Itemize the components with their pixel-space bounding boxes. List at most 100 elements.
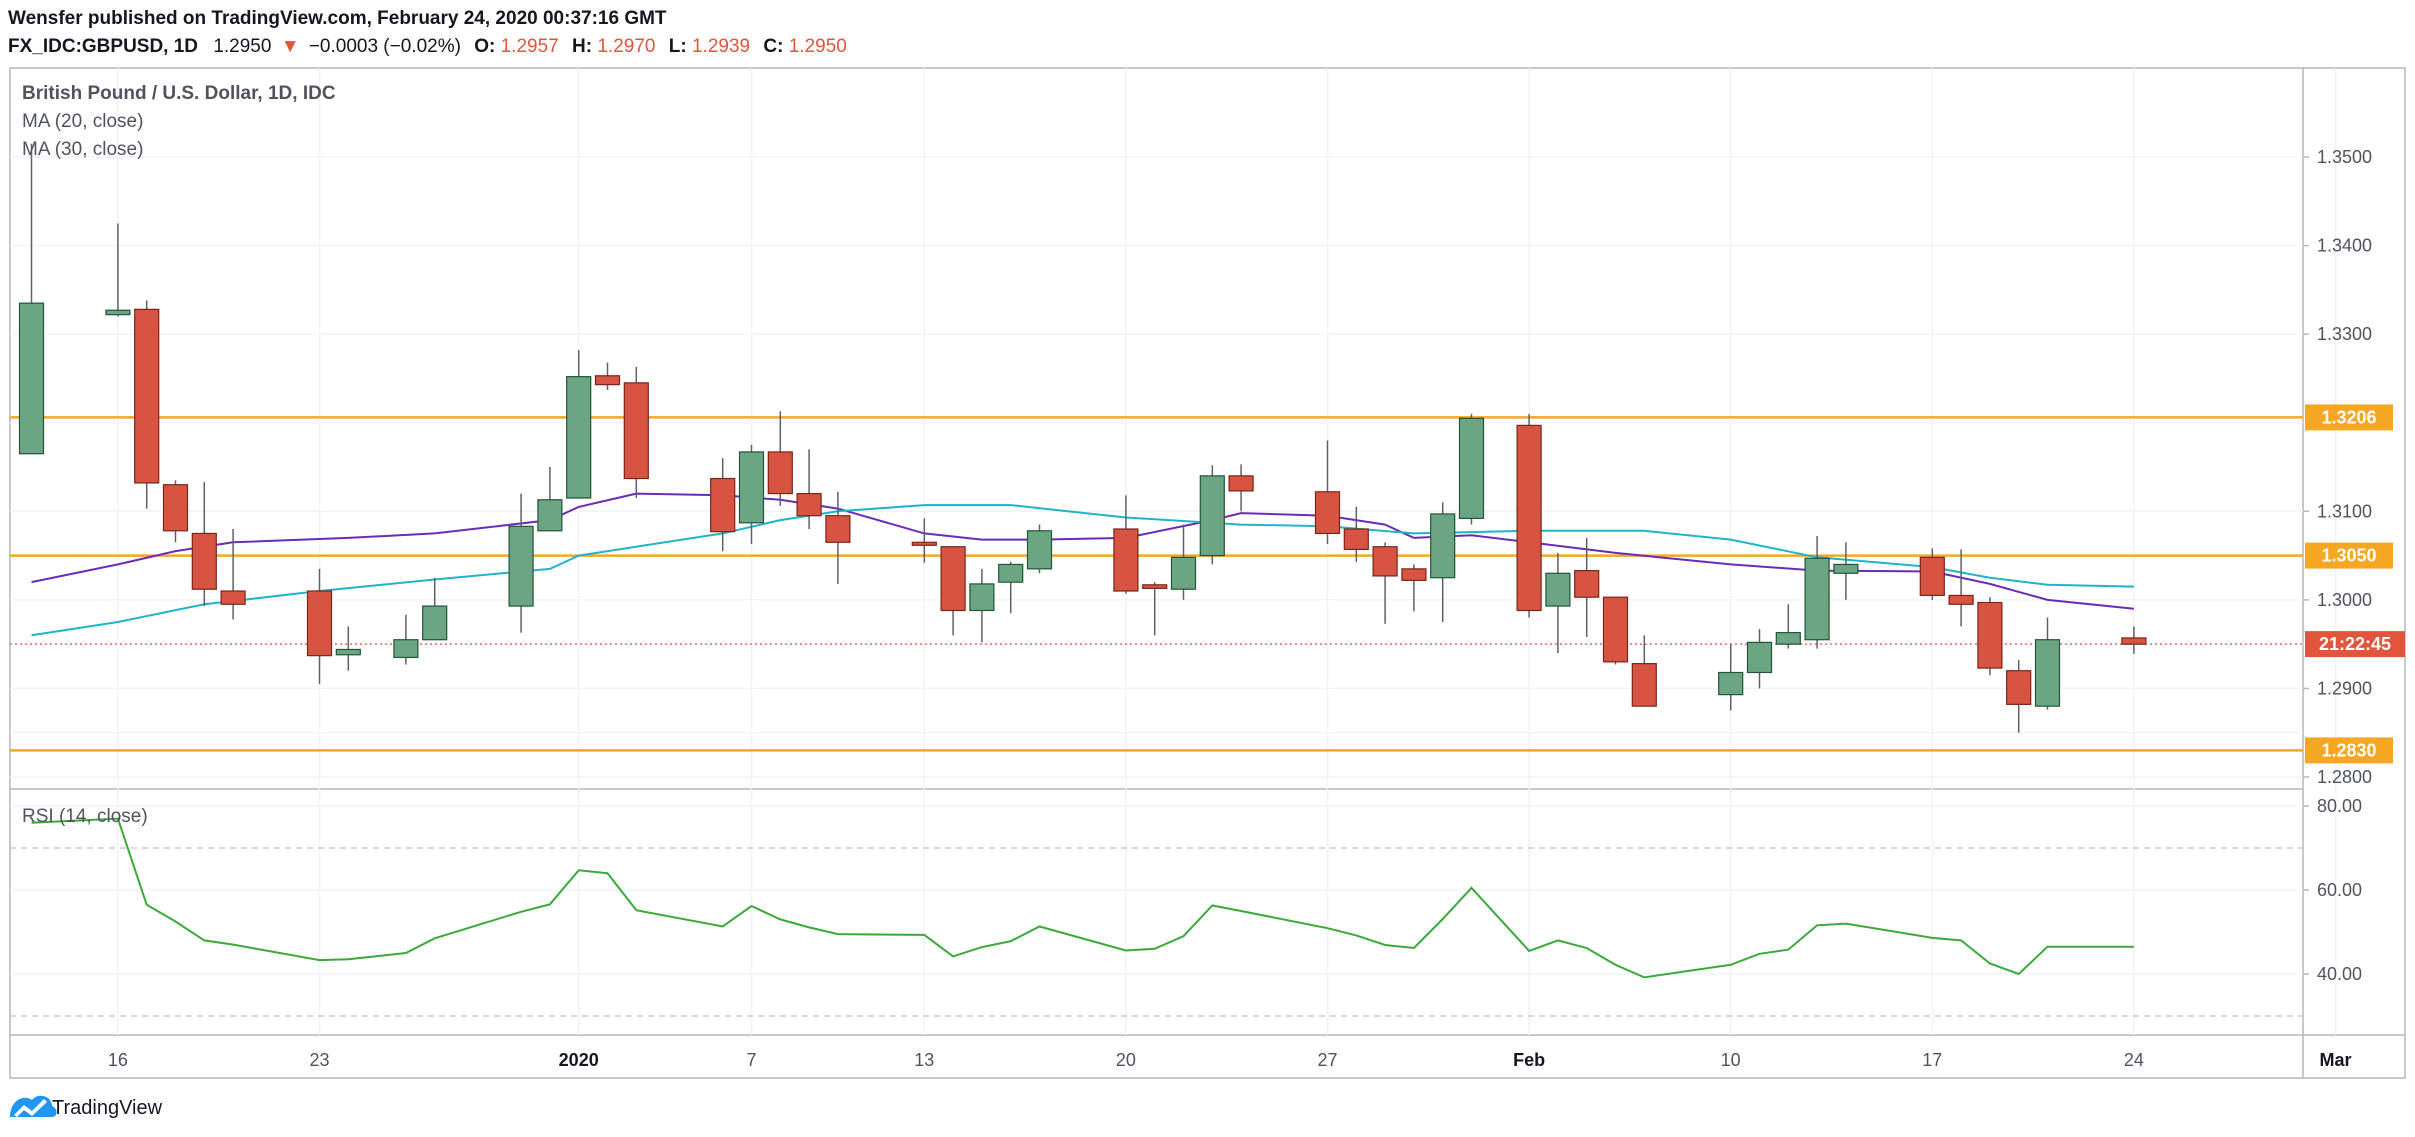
level-badge-3: 1.2830	[2305, 737, 2393, 764]
bullish-candle-body	[969, 583, 995, 612]
chart-frame	[9, 67, 2406, 1079]
level-badge-3-label: 1.2830	[2321, 740, 2376, 760]
candle[interactable]	[1430, 502, 1456, 622]
candle[interactable]	[1574, 537, 1600, 638]
tradingview-brand[interactable]: TradingView	[10, 1095, 163, 1119]
candle[interactable]	[537, 467, 563, 532]
time-tick-label: 27	[1317, 1050, 1337, 1070]
bullish-candle-body	[537, 499, 563, 532]
price-axis: 1.3500 1.3400 1.3300 1.3100 1.3000 1.2900 1.28…	[2303, 147, 2372, 787]
candle[interactable]	[911, 518, 937, 563]
candle[interactable]	[1516, 413, 1542, 618]
candle[interactable]	[162, 480, 189, 543]
candle[interactable]	[998, 561, 1024, 614]
moving-averages	[31, 492, 2135, 637]
candle[interactable]	[1343, 506, 1369, 562]
candle[interactable]	[825, 491, 851, 584]
candle[interactable]	[134, 300, 160, 509]
bearish-candle-body	[1919, 556, 1945, 597]
rsi-line[interactable]	[31, 817, 2134, 979]
candle[interactable]	[767, 411, 793, 506]
countdown-badge-label: 21:22:45	[2319, 634, 2391, 654]
candle[interactable]	[1602, 596, 1629, 665]
rsi-pane	[31, 817, 2134, 979]
countdown-badge: 21:22:45	[2305, 631, 2405, 658]
bullish-candle-body	[422, 605, 448, 641]
candle[interactable]	[2034, 617, 2061, 710]
candle[interactable]	[1919, 548, 1945, 600]
bullish-candle-body	[1458, 417, 1485, 519]
candle[interactable]	[1142, 582, 1168, 636]
candle[interactable]	[1314, 440, 1341, 545]
candle[interactable]	[220, 529, 246, 620]
candle[interactable]	[623, 366, 649, 498]
bearish-candle-body	[1343, 528, 1369, 550]
candle[interactable]	[1458, 413, 1485, 525]
candle[interactable]	[1545, 552, 1571, 653]
candle[interactable]	[940, 546, 966, 636]
bearish-candle-body	[940, 546, 966, 612]
open-label: O:	[474, 36, 495, 57]
down-arrow-icon: ▼	[281, 36, 300, 57]
bullish-candle-body	[1026, 530, 1053, 570]
candle[interactable]	[1401, 564, 1427, 612]
candle[interactable]	[1631, 635, 1657, 707]
rsi-tick-label: 40.00	[2317, 964, 2362, 984]
candle[interactable]	[1228, 464, 1254, 512]
rsi-axis: 80.00 60.00 40.00	[2303, 796, 2362, 984]
bearish-candle-body	[191, 532, 217, 590]
bearish-candle-body	[825, 515, 851, 543]
candle[interactable]	[1948, 549, 1974, 627]
candle[interactable]	[566, 350, 592, 499]
candle[interactable]	[335, 626, 361, 671]
bullish-candle-body	[1170, 556, 1197, 590]
low-label: L:	[669, 36, 687, 57]
candle[interactable]	[969, 568, 995, 643]
candle[interactable]	[738, 444, 765, 545]
level-badge-2-label: 1.3050	[2321, 546, 2376, 566]
candle[interactable]	[105, 223, 131, 317]
bullish-candle-body	[508, 525, 534, 607]
candle[interactable]	[191, 482, 217, 607]
candle[interactable]	[1170, 524, 1197, 600]
candle[interactable]	[1746, 629, 1773, 689]
ma30-legend: MA (30, close)	[22, 139, 143, 160]
level-badge-1-bg	[2305, 404, 2393, 431]
bearish-candle-body	[1977, 601, 2003, 669]
ma20-line[interactable]	[31, 492, 2135, 610]
low-value: 1.2939	[692, 36, 750, 57]
candle[interactable]	[594, 362, 621, 390]
bearish-candle-body	[1631, 663, 1657, 707]
bullish-candle-body	[1199, 475, 1225, 557]
candle[interactable]	[1718, 644, 1744, 711]
candle[interactable]	[1977, 597, 2003, 676]
candle[interactable]	[1199, 465, 1225, 565]
bearish-candle-body	[162, 484, 189, 532]
candle[interactable]	[796, 449, 822, 529]
candle[interactable]	[2006, 660, 2032, 733]
time-axis: 16 23 2020 7 13 20 27 Feb 10 17 24 Mar	[108, 1050, 2352, 1070]
candle[interactable]	[710, 458, 736, 552]
candle[interactable]	[508, 493, 534, 633]
bearish-candle-body	[220, 590, 246, 605]
price-tick-label: 1.2800	[2317, 767, 2372, 787]
bearish-candle-body	[1948, 594, 1974, 605]
bearish-candle-body	[796, 492, 822, 517]
candle[interactable]	[1775, 604, 1801, 649]
candle[interactable]	[422, 577, 448, 641]
price-tick-label: 1.3500	[2317, 147, 2372, 167]
candle[interactable]	[2121, 626, 2147, 654]
high-value: 1.2970	[597, 36, 655, 57]
candle[interactable]	[306, 568, 333, 684]
candle[interactable]	[1804, 536, 1830, 649]
candle[interactable]	[1372, 542, 1398, 624]
candle[interactable]	[1833, 542, 1859, 600]
candle[interactable]	[393, 614, 419, 665]
bullish-candle-body	[998, 563, 1024, 583]
bullish-candle-body	[1833, 563, 1859, 574]
candle[interactable]	[18, 143, 45, 455]
ma30-line[interactable]	[31, 504, 2134, 637]
candle[interactable]	[1113, 495, 1139, 594]
candle[interactable]	[1026, 524, 1053, 574]
